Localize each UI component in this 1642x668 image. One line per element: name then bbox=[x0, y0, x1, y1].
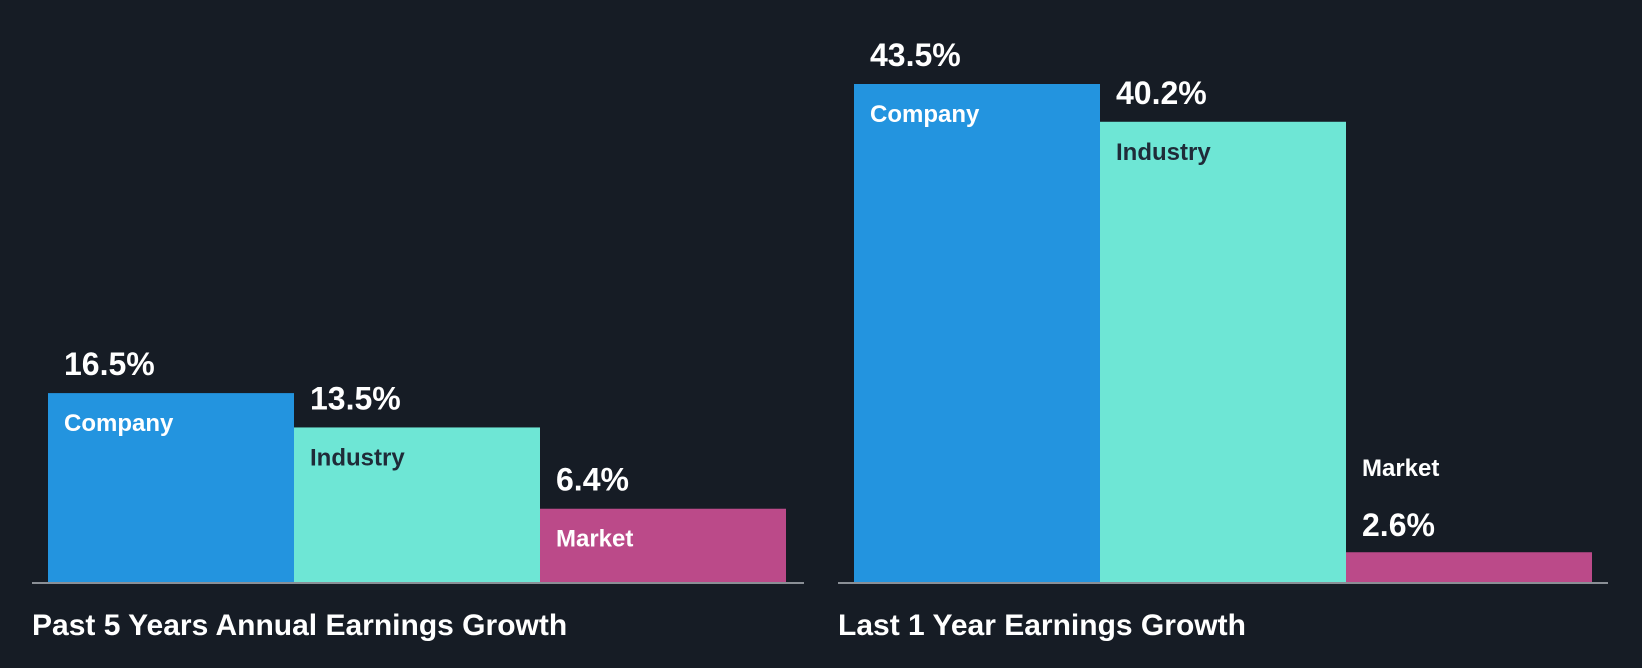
chart1-bar-company bbox=[48, 393, 294, 582]
chart1-category-label-industry: Industry bbox=[310, 444, 405, 471]
chart2-value-label-industry: 40.2% bbox=[1116, 75, 1207, 111]
chart1-category-label-market: Market bbox=[556, 526, 633, 553]
chart2-bar-market bbox=[1346, 552, 1592, 582]
chart2-category-label-company: Company bbox=[870, 101, 980, 128]
chart1-category-label-company: Company bbox=[64, 410, 174, 437]
chart2-category-label-market: Market bbox=[1362, 455, 1439, 482]
chart1-value-label-market: 6.4% bbox=[556, 462, 629, 498]
chart2-title: Last 1 Year Earnings Growth bbox=[838, 609, 1246, 642]
chart1-title: Past 5 Years Annual Earnings Growth bbox=[32, 609, 567, 642]
chart2-value-label-market: 2.6% bbox=[1362, 507, 1435, 543]
chart2-bar-industry bbox=[1100, 121, 1346, 583]
chart1-value-label-industry: 13.5% bbox=[310, 380, 401, 416]
chart2-category-label-industry: Industry bbox=[1116, 139, 1211, 166]
chart2-value-label-company: 43.5% bbox=[870, 37, 961, 73]
chart2-bar-company bbox=[854, 84, 1100, 582]
chart1-bar-market bbox=[540, 508, 786, 582]
chart1-bar-industry bbox=[294, 427, 540, 582]
chart1-value-label-company: 16.5% bbox=[64, 346, 155, 382]
